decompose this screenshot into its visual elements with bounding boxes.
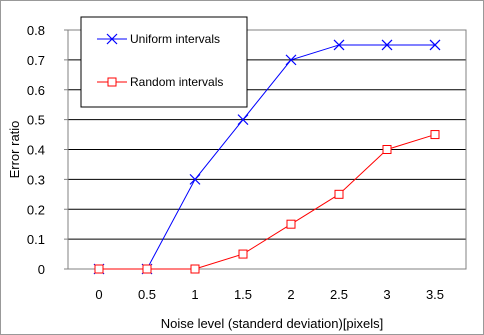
x-tick-label: 1.5 bbox=[234, 287, 252, 302]
x-tick-label: 3.5 bbox=[426, 287, 444, 302]
x-axis-title: Noise level (standerd deviation)[pixels] bbox=[161, 316, 384, 331]
legend-item-1: Uniform intervals bbox=[97, 32, 220, 46]
legend-label: Random intervals bbox=[130, 75, 223, 89]
y-tick-label: 0.3 bbox=[27, 172, 45, 187]
x-marker-point bbox=[285, 54, 297, 66]
y-tick-label: 0.6 bbox=[27, 83, 45, 98]
square-marker-point bbox=[286, 219, 296, 229]
square-marker-point bbox=[190, 264, 200, 274]
square-marker-point bbox=[382, 145, 392, 154]
x-marker-stroke bbox=[429, 39, 441, 51]
y-tick-label: 0.5 bbox=[27, 113, 45, 128]
x-marker-point bbox=[189, 173, 201, 185]
x-marker-point bbox=[237, 114, 249, 126]
x-tick-label: 0 bbox=[95, 287, 102, 302]
x-marker-stroke bbox=[189, 173, 201, 185]
square-marker-point bbox=[430, 130, 440, 140]
x-tick-label: 1 bbox=[191, 287, 198, 302]
x-tick-label: 2 bbox=[287, 287, 294, 302]
legend-box bbox=[80, 16, 248, 108]
y-tick-label: 0.7 bbox=[27, 53, 45, 68]
square-marker-point bbox=[238, 249, 248, 259]
x-marker-stroke bbox=[333, 39, 345, 51]
series-group bbox=[93, 39, 441, 275]
x-marker-stroke bbox=[285, 54, 297, 66]
y-tick-label: 0.4 bbox=[27, 143, 45, 158]
x-marker-stroke bbox=[381, 39, 393, 51]
x-marker-stroke bbox=[237, 114, 249, 126]
series-2 bbox=[94, 130, 440, 274]
series-line bbox=[99, 44, 435, 270]
x-marker-point bbox=[381, 39, 393, 51]
x-tick-label: 2.5 bbox=[330, 287, 348, 302]
y-tick-label: 0.2 bbox=[27, 202, 45, 217]
legend-square-marker bbox=[107, 77, 117, 87]
y-tick-label: 0.1 bbox=[27, 232, 45, 247]
y-tick-label: 0.8 bbox=[27, 23, 45, 38]
y-axis-ticks: 0 0.1 0.2 0.3 0.4 0.5 0.6 0.7 0.8 bbox=[27, 23, 68, 277]
legend-item-2: Random intervals bbox=[97, 75, 223, 89]
legend-x-marker bbox=[106, 33, 118, 45]
x-marker-point bbox=[429, 39, 441, 51]
square-marker-point bbox=[94, 264, 104, 274]
x-tick-label: 0.5 bbox=[138, 287, 156, 302]
y-axis-title: Error ratio bbox=[7, 121, 22, 179]
x-tick-label: 3 bbox=[383, 287, 390, 302]
x-marker-point bbox=[333, 39, 345, 51]
legend-label: Uniform intervals bbox=[130, 32, 220, 46]
x-axis-ticks: 0 0.5 1 1.5 2 2.5 3 3.5 bbox=[95, 287, 444, 302]
series-line bbox=[99, 134, 436, 270]
legend: Uniform intervals Random intervals bbox=[80, 16, 248, 108]
square-marker-point bbox=[142, 264, 152, 274]
square-marker-point bbox=[334, 189, 344, 199]
y-tick-label: 0 bbox=[38, 262, 45, 277]
